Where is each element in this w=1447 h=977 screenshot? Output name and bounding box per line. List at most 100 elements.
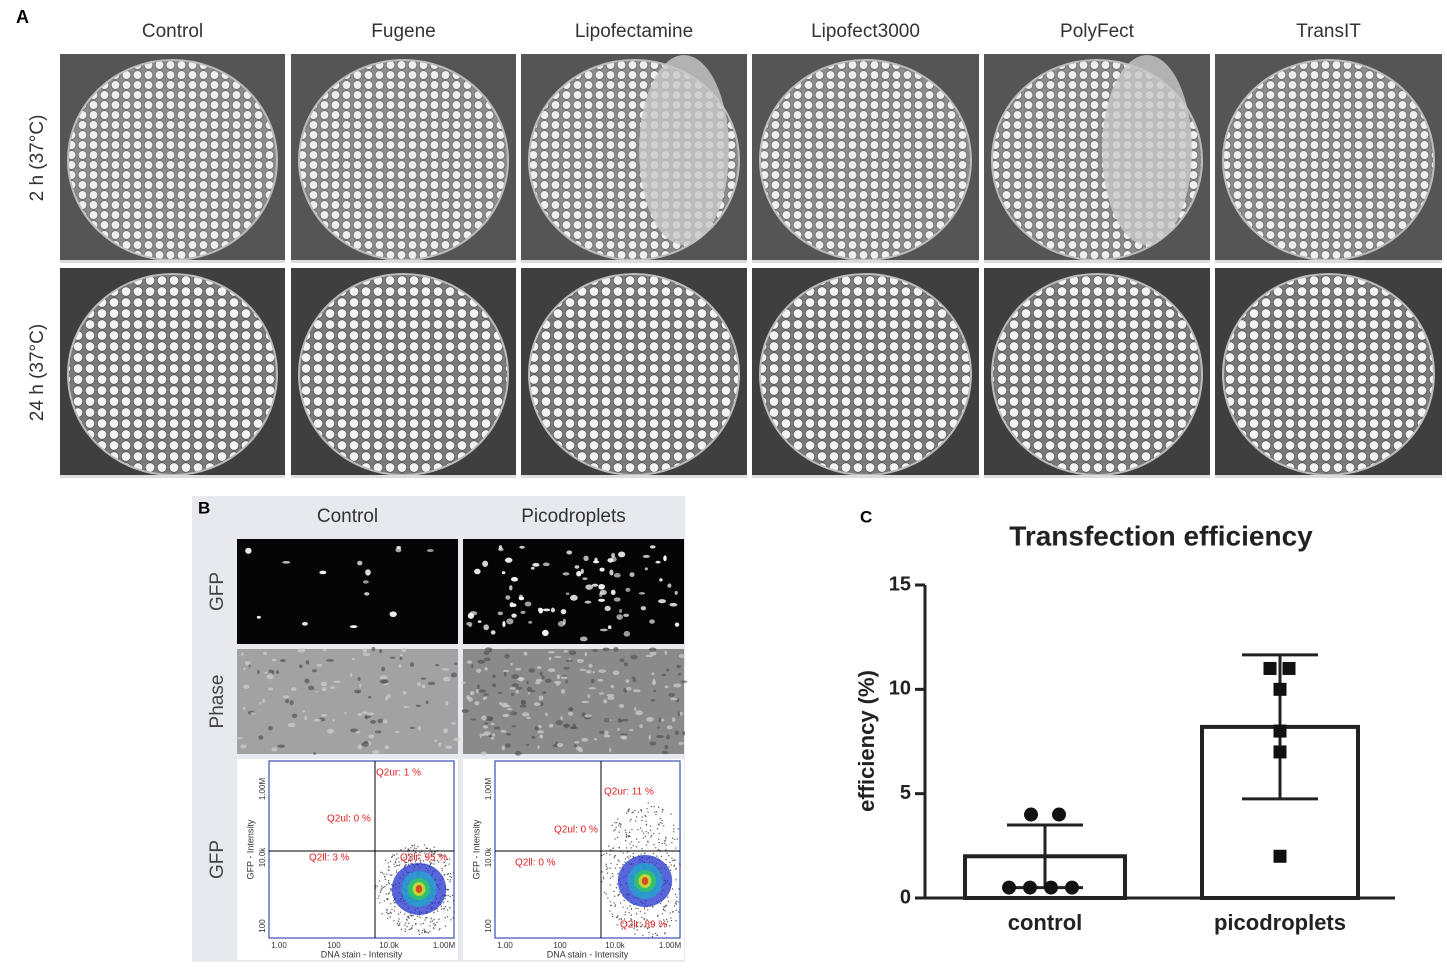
event	[451, 894, 454, 896]
cell	[606, 693, 615, 697]
event	[388, 869, 390, 871]
event	[407, 860, 410, 862]
cell	[365, 569, 371, 576]
event	[634, 820, 637, 822]
event	[438, 918, 440, 920]
event	[408, 854, 410, 856]
event	[667, 900, 670, 902]
event	[621, 928, 623, 930]
event	[659, 925, 661, 927]
event	[441, 870, 443, 872]
event	[387, 897, 389, 900]
scale-strip	[60, 475, 285, 478]
cell	[602, 647, 610, 652]
cell	[389, 656, 396, 659]
data-point	[1023, 880, 1037, 895]
event	[426, 931, 428, 933]
event	[394, 865, 396, 868]
event	[609, 910, 611, 912]
event	[662, 809, 664, 811]
cell	[403, 705, 410, 709]
event	[384, 885, 386, 888]
event	[606, 872, 609, 874]
cell	[483, 693, 489, 696]
cell	[537, 745, 540, 750]
event	[620, 824, 622, 826]
event	[389, 916, 391, 918]
event	[391, 874, 393, 876]
event	[664, 932, 666, 934]
column-label: Control	[317, 506, 378, 527]
event	[433, 919, 435, 921]
cell	[677, 672, 682, 676]
event	[386, 898, 388, 901]
cell	[271, 670, 275, 675]
cell	[268, 669, 273, 674]
event	[383, 900, 385, 902]
x-tick-label: 100	[553, 941, 567, 950]
event	[673, 828, 675, 830]
cell	[633, 689, 641, 693]
cell	[629, 729, 634, 732]
event	[408, 922, 410, 924]
cell	[598, 669, 607, 673]
event	[645, 815, 647, 818]
cell	[371, 646, 376, 652]
cell	[501, 745, 505, 751]
event	[395, 858, 397, 860]
x-tick-label: 1.00	[497, 941, 513, 950]
cell	[409, 661, 415, 667]
cell	[477, 659, 486, 664]
cell	[362, 652, 371, 657]
event	[668, 855, 670, 857]
cell	[475, 689, 480, 694]
event	[641, 923, 643, 926]
event	[426, 917, 428, 919]
cell	[483, 731, 491, 736]
event	[398, 924, 400, 926]
row-label: GFP	[207, 572, 228, 611]
event	[385, 893, 387, 895]
event	[437, 853, 439, 856]
row-label: GFP	[207, 840, 228, 879]
cell	[379, 675, 388, 680]
cell	[611, 552, 616, 558]
event	[429, 921, 432, 923]
cell	[668, 692, 675, 697]
quadrant-label: Q2lr: 95 %	[400, 853, 447, 864]
cell	[490, 736, 495, 740]
event	[395, 862, 397, 864]
event	[424, 931, 427, 933]
cell	[555, 720, 563, 726]
event	[615, 826, 617, 828]
cell	[676, 664, 682, 669]
event	[664, 933, 666, 935]
cell	[617, 727, 620, 732]
cell	[307, 685, 315, 691]
event	[644, 852, 646, 854]
event	[414, 844, 416, 846]
event	[421, 929, 424, 932]
event	[446, 858, 448, 860]
cell	[649, 545, 656, 549]
cell	[576, 658, 584, 663]
cell	[532, 562, 540, 567]
cell	[584, 714, 592, 718]
event	[634, 809, 636, 812]
event	[647, 937, 649, 939]
event	[627, 835, 629, 837]
event	[620, 917, 622, 920]
event	[618, 822, 621, 824]
cell	[445, 745, 453, 749]
x-axis-label: DNA stain - Intensity	[321, 949, 403, 959]
event	[607, 897, 609, 899]
cell	[383, 683, 389, 686]
event	[617, 915, 619, 917]
quadrant-label: Q2ur: 11 %	[604, 787, 654, 798]
cell	[599, 628, 608, 632]
event	[673, 865, 675, 867]
event	[635, 913, 638, 915]
event	[640, 809, 642, 811]
cell	[460, 681, 466, 684]
event	[418, 933, 421, 935]
